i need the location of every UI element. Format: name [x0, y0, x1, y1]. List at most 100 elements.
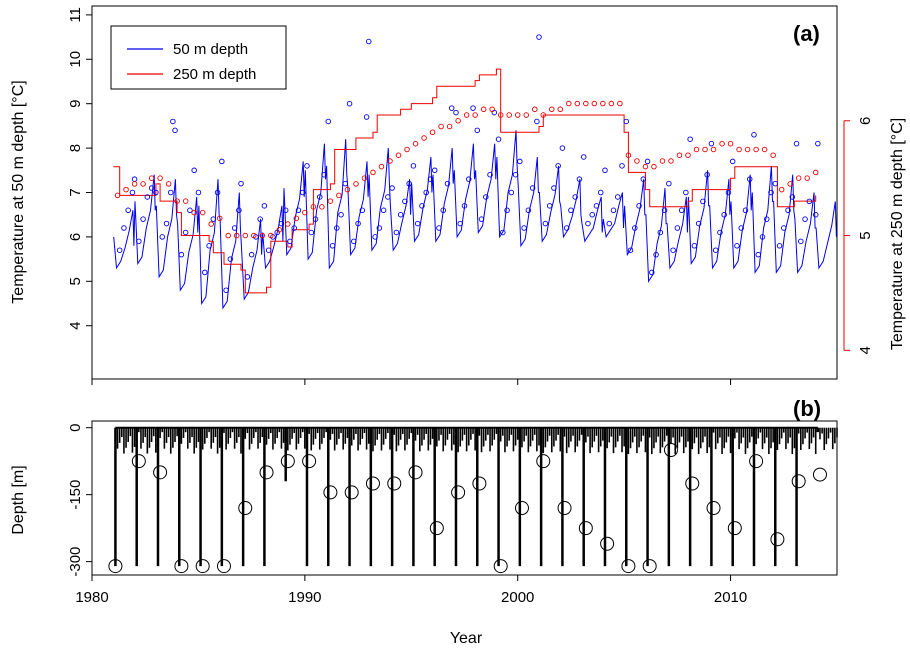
obs-50m-point: [768, 189, 774, 196]
obs-50m-point: [389, 185, 395, 191]
legend-box: [110, 25, 287, 90]
x-tick-label: 2000: [501, 589, 534, 606]
obs-250m-point: [421, 135, 427, 141]
obs-50m-point: [125, 207, 131, 214]
obs-50m-point: [461, 203, 468, 209]
obs-50m-point: [657, 229, 664, 236]
obs-50m-point: [363, 114, 370, 120]
obs-50m-point: [670, 247, 676, 253]
obs-250m-point: [804, 175, 810, 181]
legend-label-50m: 50 m depth: [173, 41, 248, 58]
y-tick-label: -150: [67, 480, 84, 510]
obs-250m-point: [719, 140, 725, 147]
obs-50m-point: [148, 185, 155, 191]
obs-50m-point: [410, 163, 417, 169]
obs-50m-point: [593, 203, 600, 209]
legend-label-250m: 250 m depth: [173, 66, 256, 83]
obs-250m-point: [608, 100, 615, 107]
obs-250m-point: [251, 232, 257, 239]
annual-marker: [600, 536, 615, 551]
obs-50m-point: [116, 247, 123, 253]
obs-50m-point: [653, 251, 659, 258]
obs-50m-point: [427, 176, 434, 182]
obs-50m-point: [153, 189, 159, 196]
obs-50m-point: [742, 207, 749, 214]
annual-marker: [302, 454, 317, 469]
obs-250m-point: [651, 163, 657, 170]
obs-50m-point: [606, 220, 612, 227]
obs-50m-point: [129, 189, 136, 196]
obs-50m-point: [470, 105, 476, 111]
obs-50m-point: [238, 180, 244, 187]
legend: 50 m depth 250 m depth: [110, 25, 287, 90]
obs-50m-point: [159, 234, 165, 240]
obs-50m-point: [517, 158, 523, 165]
obs-250m-point: [216, 215, 223, 222]
obs-50m-point: [580, 154, 587, 160]
obs-250m-point: [387, 158, 393, 164]
panel-a-y-axis: 4 5 6 7 8 9 10 11: [67, 7, 92, 330]
obs-50m-point: [219, 158, 225, 165]
obs-50m-point: [402, 198, 408, 205]
obs-50m-point: [619, 163, 625, 169]
obs-50m-point: [282, 207, 289, 214]
annual-marker: [685, 476, 700, 491]
series-50m-line: [113, 130, 837, 310]
obs-50m-point: [351, 238, 357, 245]
obs-50m-point: [365, 38, 372, 45]
annual-marker: [706, 501, 721, 516]
obs-50m-point: [589, 211, 595, 218]
annual-marker: [578, 521, 593, 536]
obs-50m-point: [304, 163, 310, 169]
obs-50m-point: [478, 216, 485, 222]
annual-marker: [238, 501, 253, 516]
obs-50m-point: [738, 225, 744, 231]
obs-250m-point: [114, 192, 121, 199]
right-tick-label: 6: [857, 117, 874, 125]
panel-b-frame: [91, 420, 838, 576]
y-tick-label: -300: [67, 547, 84, 577]
obs-50m-point: [674, 225, 681, 231]
obs-250m-point: [463, 112, 470, 118]
obs-50m-point: [191, 167, 197, 174]
obs-50m-point: [170, 118, 176, 125]
panel-a-ylabel: Temperature at 50 m depth [°C]: [10, 80, 27, 303]
obs-250m-point: [208, 221, 214, 227]
series-250m-line: [113, 68, 817, 294]
panel-a-tag: (a): [793, 21, 820, 46]
obs-250m-point: [795, 175, 802, 181]
obs-250m-point: [676, 152, 683, 158]
obs-250m-point: [429, 129, 436, 135]
series-250m-path: [113, 68, 817, 294]
obs-50m-point: [419, 203, 425, 209]
obs-50m-point: [717, 229, 723, 236]
obs-50m-point: [512, 171, 519, 178]
obs-50m-point: [576, 176, 583, 182]
obs-50m-point: [721, 211, 727, 218]
obs-50m-point: [615, 194, 621, 200]
obs-50m-point: [568, 207, 574, 214]
annual-marker: [408, 465, 423, 480]
obs-50m-point: [317, 194, 323, 200]
obs-250m-point: [727, 140, 734, 147]
obs-50m-point: [299, 189, 306, 196]
obs-50m-point: [140, 216, 146, 222]
annual-marker: [472, 476, 487, 491]
right-tick-label: 4: [857, 346, 874, 354]
obs-250m-point: [549, 106, 555, 113]
obs-250m-point: [293, 215, 300, 222]
obs-50m-point: [798, 238, 804, 245]
x-tick-label: 2010: [714, 589, 747, 606]
obs-250m-point: [710, 146, 717, 153]
obs-250m-point: [642, 163, 649, 170]
obs-250m-point: [744, 146, 751, 153]
obs-50m-point: [597, 189, 604, 196]
obs-50m-point: [376, 225, 383, 231]
annual-marker: [280, 454, 295, 469]
obs-250m-point: [395, 152, 402, 158]
panel-b-markers: [108, 443, 827, 574]
obs-50m-point: [440, 207, 446, 214]
panel-b-profiles: [114, 426, 838, 567]
obs-50m-point: [168, 189, 174, 196]
obs-50m-point: [278, 220, 285, 227]
